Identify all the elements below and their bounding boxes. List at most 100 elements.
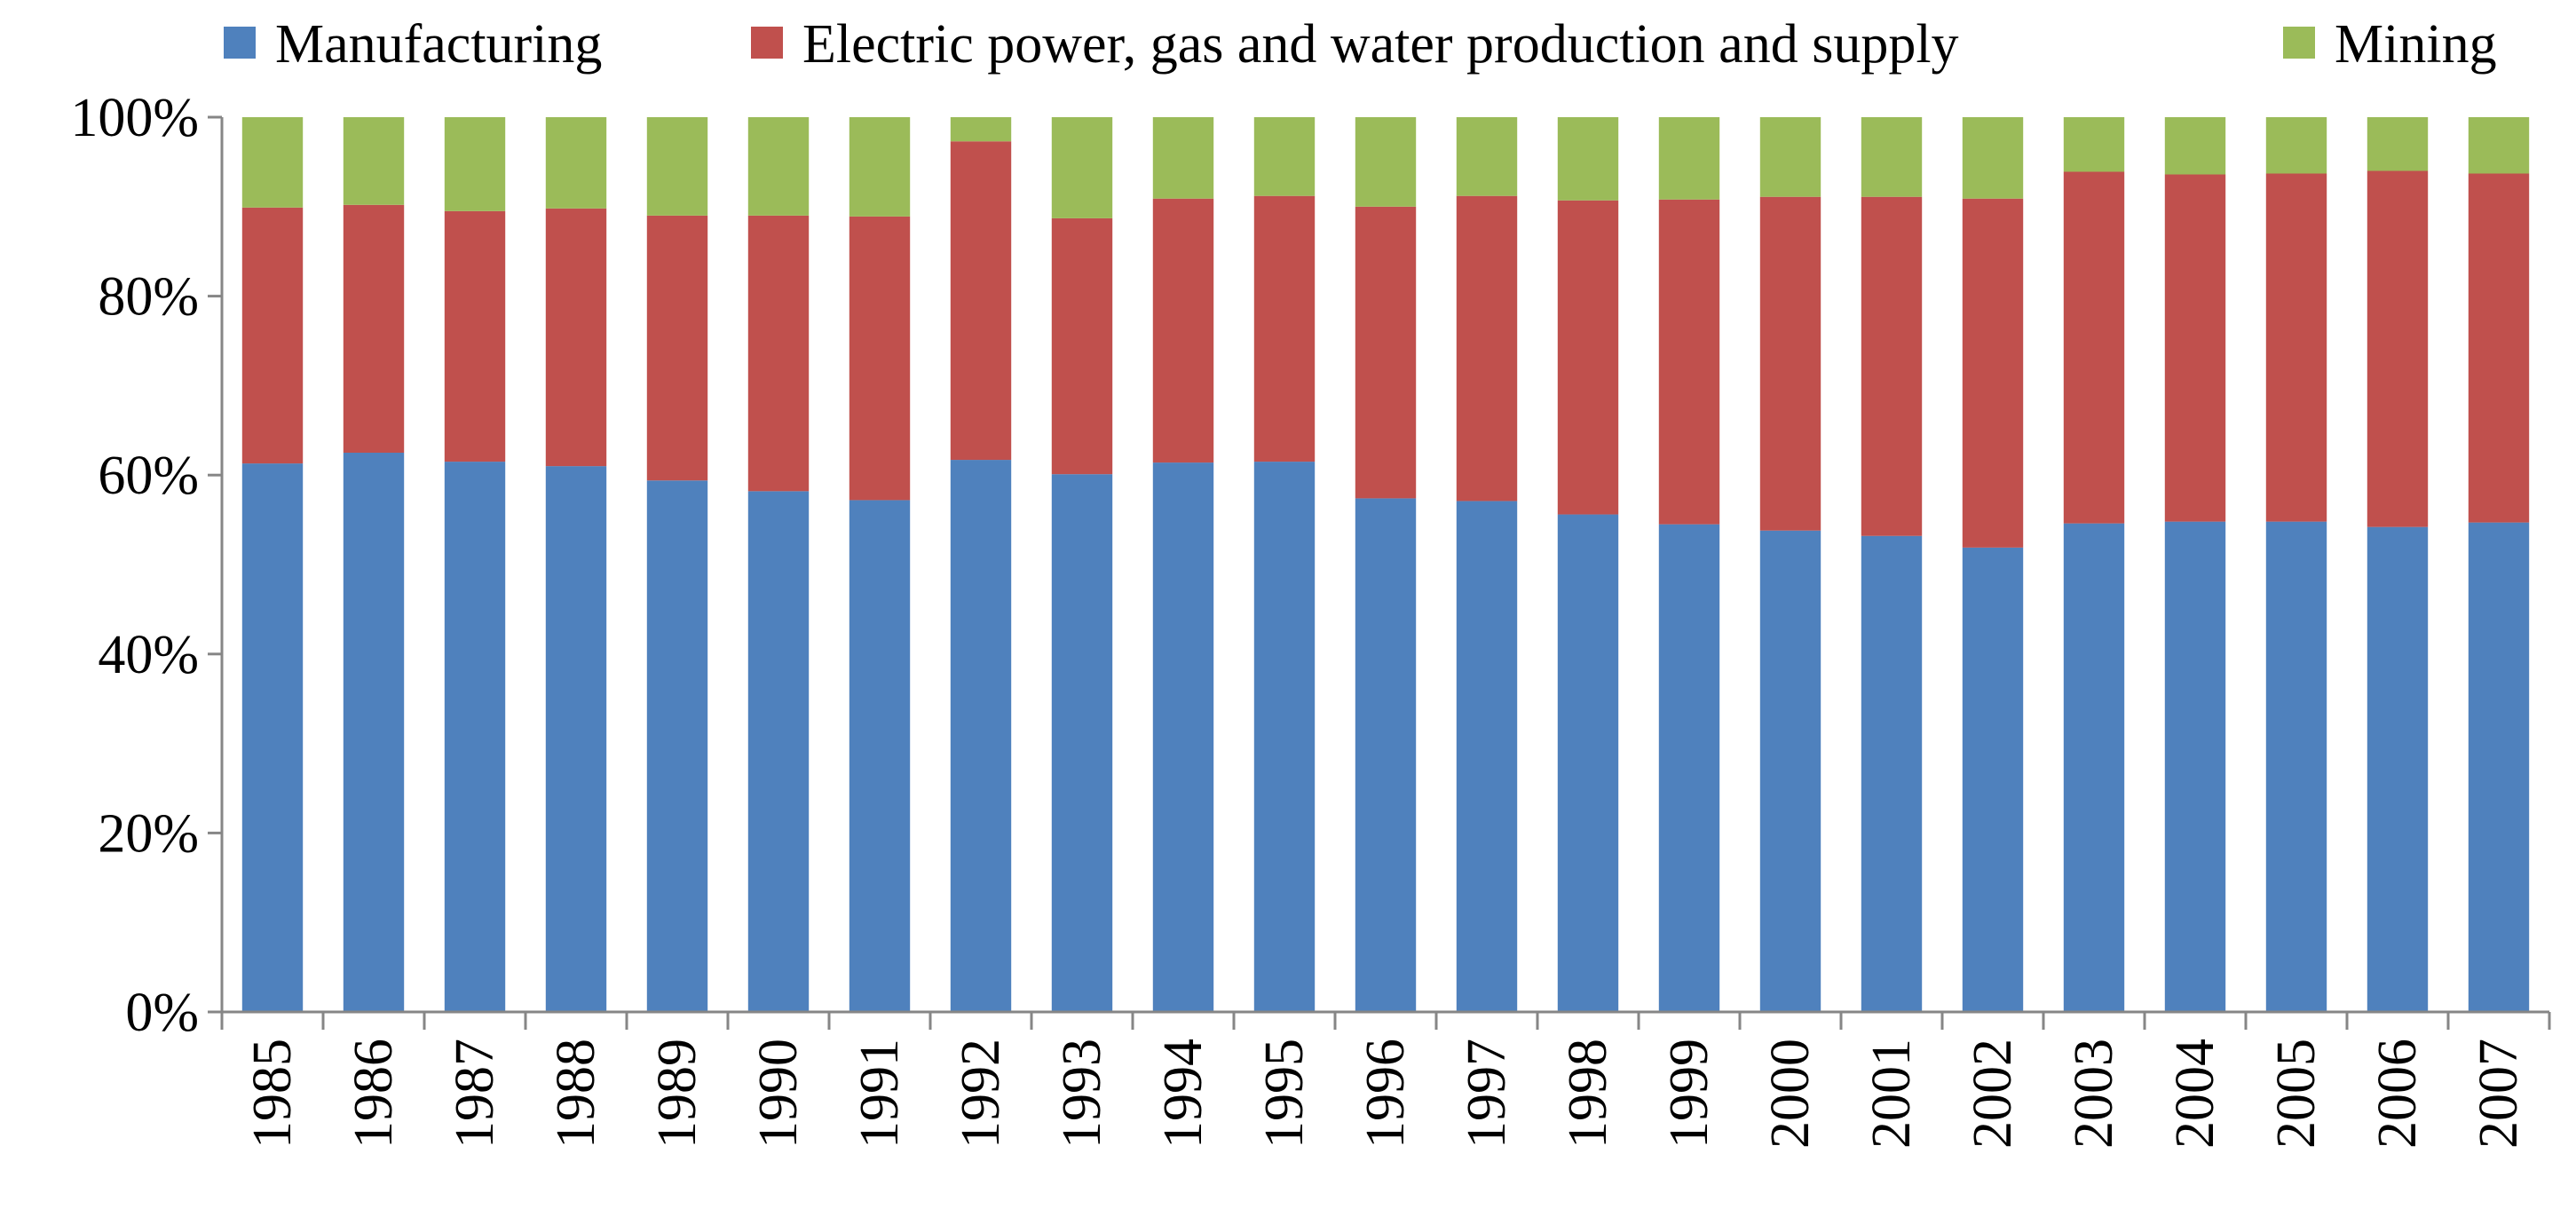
x-tick-label-1995: 1995 (1254, 1039, 1315, 1149)
x-tick-label-2003: 2003 (2064, 1039, 2124, 1149)
bar-segment-mining-1993 (1051, 117, 1113, 218)
bar-segment-mining-2002 (1962, 117, 2024, 199)
bar-segment-mining-1987 (444, 117, 506, 211)
x-tick-label-1989: 1989 (647, 1039, 707, 1149)
bar-segment-mining-2007 (2468, 117, 2530, 174)
bar-segment-electric-2002 (1962, 198, 2024, 548)
bar-segment-manufacturing-2005 (2265, 521, 2327, 1012)
bar-segment-manufacturing-1998 (1557, 514, 1619, 1012)
bar-segment-manufacturing-1990 (747, 491, 810, 1012)
bar-segment-mining-1992 (950, 117, 1012, 142)
bar-segment-manufacturing-1997 (1456, 501, 1518, 1012)
bar-segment-electric-1996 (1355, 206, 1417, 499)
bar-segment-mining-1989 (646, 117, 708, 216)
bar-segment-manufacturing-2007 (2468, 522, 2530, 1012)
bar-segment-mining-1986 (343, 117, 405, 205)
bar-segment-electric-2000 (1759, 196, 1821, 531)
bar-segment-manufacturing-1985 (241, 463, 304, 1012)
axes (208, 115, 2551, 1030)
x-tick-label-2002: 2002 (1963, 1039, 2023, 1149)
bar-segment-electric-2006 (2367, 170, 2429, 527)
x-tick-label-2000: 2000 (1760, 1039, 1821, 1149)
y-tick-label: 100% (70, 88, 199, 148)
bar-segment-manufacturing-1999 (1658, 524, 1720, 1012)
x-tick-label-1990: 1990 (748, 1039, 809, 1149)
legend-label-manufacturing: Manufacturing (275, 14, 602, 75)
x-tick-label-2007: 2007 (2469, 1039, 2529, 1149)
bar-segment-mining-1991 (849, 117, 911, 217)
bar-segment-electric-1999 (1658, 199, 1720, 525)
bar-segment-electric-1990 (747, 215, 810, 492)
bar-segment-manufacturing-1993 (1051, 474, 1113, 1012)
bar-segment-mining-1985 (241, 117, 304, 208)
bar-segment-mining-1998 (1557, 117, 1619, 201)
y-tick-label: 40% (98, 625, 199, 685)
bar-segment-manufacturing-1996 (1355, 498, 1417, 1012)
bar-segment-mining-1994 (1152, 117, 1214, 199)
y-tick-label: 20% (98, 803, 199, 864)
x-tick-label-1996: 1996 (1355, 1039, 1416, 1149)
x-tick-label-1997: 1997 (1457, 1039, 1517, 1149)
y-tick-label: 0% (125, 983, 199, 1043)
x-tick-label-2004: 2004 (2165, 1039, 2225, 1149)
x-tick-label-1985: 1985 (242, 1039, 303, 1149)
x-tick-label-1998: 1998 (1558, 1039, 1618, 1149)
bar-segment-mining-2004 (2164, 117, 2226, 175)
bar-segment-electric-1997 (1456, 195, 1518, 502)
bar-segment-manufacturing-1987 (444, 462, 506, 1012)
bar-segment-manufacturing-1992 (950, 460, 1012, 1012)
legend-swatch-electric (751, 27, 783, 59)
bar-segment-electric-1986 (343, 204, 405, 453)
bar-segment-mining-1996 (1355, 117, 1417, 207)
y-tick-label: 80% (98, 267, 199, 328)
x-tick-label-2006: 2006 (2367, 1039, 2428, 1149)
bar-segment-electric-2007 (2468, 173, 2530, 523)
bar-segment-manufacturing-2002 (1962, 547, 2024, 1012)
bar-segment-manufacturing-1989 (646, 480, 708, 1012)
bar-segment-electric-1994 (1152, 198, 1214, 463)
bar-segment-manufacturing-2000 (1759, 530, 1821, 1012)
bar-segment-mining-2006 (2367, 117, 2429, 171)
x-tick-label-2001: 2001 (1861, 1039, 1922, 1149)
x-tick-labels: 1985 1986 1987 1988 1989 1990 1991 1992 1993 1994… (242, 1039, 2529, 1149)
bar-segment-electric-1991 (849, 216, 911, 501)
legend-label-mining: Mining (2335, 14, 2497, 75)
bar-segment-manufacturing-2003 (2063, 523, 2125, 1012)
x-tick-label-1999: 1999 (1659, 1039, 1719, 1149)
y-tick-labels: 0% 20% 40% 60% 80% 100% (70, 88, 199, 1043)
bar-segment-electric-2001 (1861, 196, 1923, 536)
bar-segment-mining-2001 (1861, 117, 1923, 197)
bar-segment-electric-2003 (2063, 171, 2125, 524)
bar-segment-mining-1990 (747, 117, 810, 216)
bar-segment-manufacturing-1994 (1152, 462, 1214, 1012)
x-tick-label-1992: 1992 (951, 1039, 1011, 1149)
bar-segment-manufacturing-2006 (2367, 526, 2429, 1012)
x-tick-label-1994: 1994 (1153, 1039, 1213, 1149)
bar-segment-manufacturing-1995 (1253, 462, 1316, 1012)
bar-segment-electric-1985 (241, 207, 304, 464)
legend-swatch-manufacturing (224, 27, 256, 59)
bar-segment-electric-1988 (545, 208, 607, 467)
bar-segment-manufacturing-2004 (2164, 521, 2226, 1012)
bar-segment-electric-1992 (950, 141, 1012, 461)
x-tick-label-1991: 1991 (849, 1039, 910, 1149)
bar-segment-mining-1997 (1456, 117, 1518, 196)
x-tick-label-1987: 1987 (445, 1039, 505, 1149)
bar-segment-electric-1998 (1557, 200, 1619, 515)
legend-label-electric: Electric power, gas and water production… (802, 14, 1959, 75)
bar-segment-mining-1999 (1658, 117, 1720, 200)
bar-segment-electric-2005 (2265, 173, 2327, 522)
x-tick-label-1993: 1993 (1052, 1039, 1112, 1149)
legend-swatch-mining (2283, 27, 2315, 59)
bar-segment-mining-2000 (1759, 117, 1821, 197)
bar-segment-mining-1988 (545, 117, 607, 209)
bar-segment-manufacturing-1986 (343, 453, 405, 1012)
x-tick-label-1988: 1988 (546, 1039, 606, 1149)
legend: Manufacturing Electric power, gas and wat… (224, 14, 2497, 75)
bar-segment-electric-2004 (2164, 174, 2226, 522)
bar-segment-manufacturing-2001 (1861, 535, 1923, 1012)
bar-segment-mining-2003 (2063, 117, 2125, 172)
x-tick-label-1986: 1986 (344, 1039, 404, 1149)
bar-segment-electric-1993 (1051, 217, 1113, 475)
bar-segment-mining-2005 (2265, 117, 2327, 174)
